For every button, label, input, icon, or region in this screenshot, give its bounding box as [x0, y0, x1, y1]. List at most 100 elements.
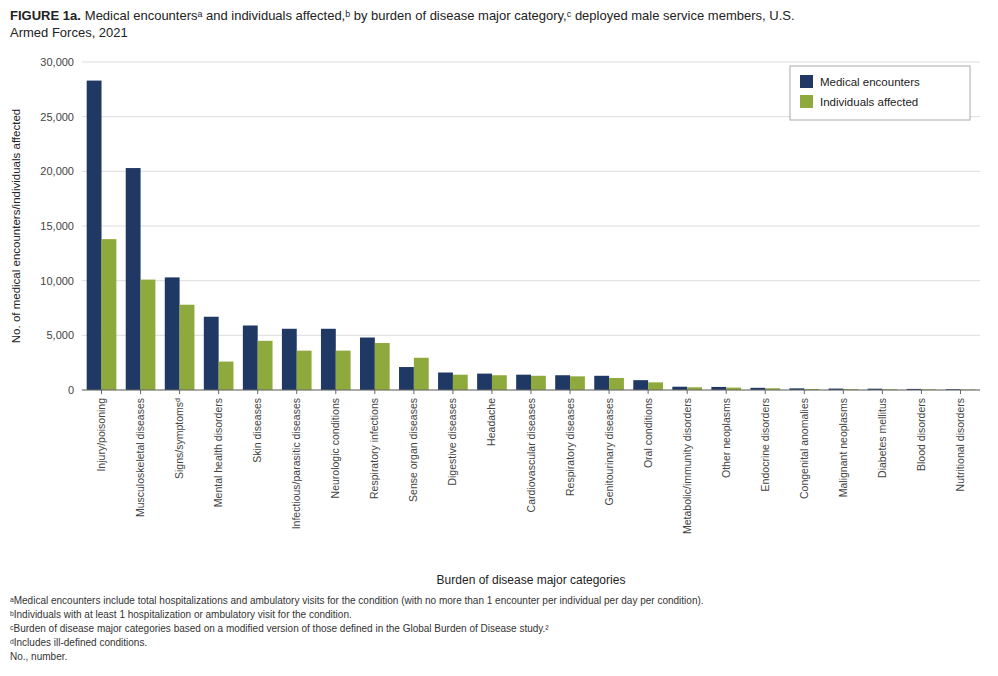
bar [204, 317, 219, 390]
x-tick [296, 390, 297, 394]
x-tick-label: Other neoplasms [720, 398, 732, 478]
grid-line [82, 171, 980, 172]
y-tick-label: 5,000 [46, 329, 74, 341]
x-tick-label: Cardiovascular diseases [525, 398, 537, 512]
bar [633, 380, 648, 390]
legend-label: Medical encounters [820, 76, 920, 88]
footnote: ᵈIncludes ill-defined conditions. [10, 637, 147, 648]
bar [438, 373, 453, 390]
x-tick [257, 390, 258, 394]
x-tick-label: Signs/symptomsᵈ [173, 398, 185, 479]
y-tick-label: 30,000 [40, 56, 74, 68]
legend-swatch [800, 95, 813, 108]
x-tick [491, 390, 492, 394]
bar [453, 375, 468, 390]
x-tick [179, 390, 180, 394]
bar [219, 362, 234, 390]
footnote: ᶜBurden of disease major categories base… [10, 623, 549, 634]
bar [555, 375, 570, 390]
bar [126, 168, 141, 390]
x-tick [609, 390, 610, 394]
x-tick-label: Nutritional disorders [954, 398, 966, 491]
bar [399, 367, 414, 390]
y-axis-label: No. of medical encounters/individuals af… [10, 109, 22, 343]
bar [360, 338, 375, 390]
footnote: ᵃMedical encounters include total hospit… [10, 595, 704, 606]
title: FIGURE 1a. Medical encountersᵃ and indivi… [10, 8, 795, 23]
x-tick [140, 390, 141, 394]
bar [531, 376, 546, 390]
grid-line [82, 62, 980, 63]
bars [87, 81, 976, 390]
footnote: ᵇIndividuals with at least 1 hospitaliza… [10, 609, 352, 620]
subtitle: Armed Forces, 2021 [10, 25, 128, 40]
legend-swatch [800, 75, 813, 88]
x-tick-label: Malignant neoplasms [837, 398, 849, 497]
x-tick-label: Skin diseases [251, 398, 263, 463]
x-tick-label: Musculoskeletal diseases [134, 398, 146, 517]
bar [141, 280, 156, 390]
x-tick-label: Mental health disorders [212, 398, 224, 507]
bar [180, 305, 195, 390]
bar [375, 343, 390, 390]
x-tick-label: Headache [485, 398, 497, 446]
x-tick-label: Respiratory infections [368, 398, 380, 499]
y-tick-label: 20,000 [40, 165, 74, 177]
x-tick-label: Metabolic/immunity disorders [681, 398, 693, 534]
x-tick [335, 390, 336, 394]
x-tick-label: Injury/poisoning [95, 398, 107, 472]
bar [321, 329, 336, 390]
x-tick-label: Infectious/parasitic diseases [290, 398, 302, 529]
x-tick [843, 390, 844, 394]
y-tick-label: 25,000 [40, 111, 74, 123]
x-tick-label: Digestive diseases [446, 398, 458, 486]
x-tick [921, 390, 922, 394]
legend-box [790, 66, 970, 120]
x-tick-label: Blood disorders [915, 398, 927, 471]
bar [87, 81, 102, 390]
footnote: No., number. [10, 651, 67, 662]
x-tick [804, 390, 805, 394]
background [0, 0, 998, 676]
legend: Medical encounters Individuals affected [790, 66, 970, 120]
x-tick-label: Genitourinary diseases [603, 398, 615, 505]
bar [516, 375, 531, 390]
bar [414, 358, 429, 390]
x-tick-label: Congenital anomalies [798, 398, 810, 499]
x-tick [218, 390, 219, 394]
x-tick-label: Oral conditions [642, 398, 654, 468]
grid [82, 62, 980, 390]
x-tick [570, 390, 571, 394]
x-tick [648, 390, 649, 394]
x-tick [101, 390, 102, 394]
x-tick-label: Diabetes mellitus [876, 398, 888, 478]
x-tick [726, 390, 727, 394]
y-tick-label: 0 [68, 384, 74, 396]
bar [570, 376, 585, 390]
bar [336, 351, 351, 390]
legend-label: Individuals affected [820, 96, 918, 108]
bar [648, 382, 663, 390]
y-tick-label: 10,000 [40, 275, 74, 287]
x-tick-label: Neurologic conditions [329, 398, 341, 498]
x-tick-label: Respiratory diseases [564, 398, 576, 496]
x-axis-label: Burden of disease major categories [437, 573, 626, 587]
bar [609, 378, 624, 390]
bar [492, 375, 507, 390]
chart: FIGURE 1a. Medical encountersᵃ and indivi… [0, 0, 998, 676]
grid-line [82, 226, 980, 227]
bar [102, 239, 117, 390]
bar [297, 351, 312, 390]
bar [477, 374, 492, 390]
x-tick [531, 390, 532, 394]
x-tick [413, 390, 414, 394]
x-tick-label: Endocrine disorders [759, 398, 771, 491]
bar [258, 341, 273, 390]
x-tick-label: Sense organ diseases [407, 398, 419, 502]
title-bold: FIGURE 1a. [10, 8, 81, 23]
y-tick-label: 15,000 [40, 220, 74, 232]
bar [594, 376, 609, 390]
bar [165, 277, 180, 390]
grid-line [82, 280, 980, 281]
subtitle: Medical encountersᵃ and individuals affe… [85, 8, 795, 23]
